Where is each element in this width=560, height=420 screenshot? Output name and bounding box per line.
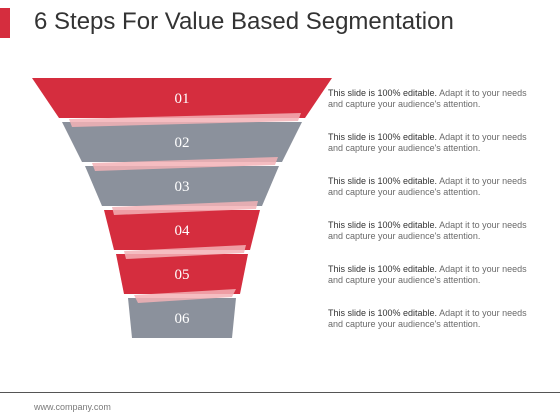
step-description-5: This slide is 100% editable. Adapt it to… <box>328 264 543 286</box>
step-description-text: Adapt it to your needs and capture your … <box>328 308 527 329</box>
funnel-step-number: 04 <box>175 223 191 239</box>
step-description-text: Adapt it to your needs and capture your … <box>328 132 527 153</box>
funnel-step-number: 02 <box>175 135 190 151</box>
title-accent-bar <box>0 8 10 38</box>
step-description-lead: This slide is 100% editable. <box>328 176 438 186</box>
footer-website: www.company.com <box>34 402 111 412</box>
step-description-lead: This slide is 100% editable. <box>328 264 438 274</box>
step-description-6: This slide is 100% editable. Adapt it to… <box>328 308 543 330</box>
funnel-step-number: 05 <box>175 267 190 283</box>
step-description-text: Adapt it to your needs and capture your … <box>328 88 527 109</box>
step-description-text: Adapt it to your needs and capture your … <box>328 220 527 241</box>
step-description-lead: This slide is 100% editable. <box>328 308 438 318</box>
step-description-3: This slide is 100% editable. Adapt it to… <box>328 176 543 198</box>
funnel-ribbon <box>92 157 278 171</box>
step-description-lead: This slide is 100% editable. <box>328 220 438 230</box>
footer-divider <box>0 392 560 393</box>
funnel-ribbon <box>112 201 258 215</box>
funnel-segment <box>128 298 236 338</box>
funnel-segment <box>104 210 260 250</box>
step-description-text: Adapt it to your needs and capture your … <box>328 176 527 197</box>
slide-title: 6 Steps For Value Based Segmentation <box>34 8 454 35</box>
funnel-step-number: 01 <box>175 91 190 107</box>
step-description-lead: This slide is 100% editable. <box>328 88 438 98</box>
step-description-text: Adapt it to your needs and capture your … <box>328 264 527 285</box>
funnel-segment <box>116 254 248 294</box>
funnel-ribbon <box>69 113 301 127</box>
funnel-step-number: 03 <box>175 179 190 195</box>
funnel-ribbon <box>134 289 236 303</box>
funnel-segment <box>62 122 302 162</box>
funnel-segment <box>32 78 332 118</box>
funnel-step-number: 06 <box>175 311 191 327</box>
step-description-1: This slide is 100% editable. Adapt it to… <box>328 88 543 110</box>
step-description-lead: This slide is 100% editable. <box>328 132 438 142</box>
step-description-4: This slide is 100% editable. Adapt it to… <box>328 220 543 242</box>
funnel-ribbon <box>124 245 246 259</box>
funnel-segment <box>85 166 279 206</box>
step-description-2: This slide is 100% editable. Adapt it to… <box>328 132 543 154</box>
